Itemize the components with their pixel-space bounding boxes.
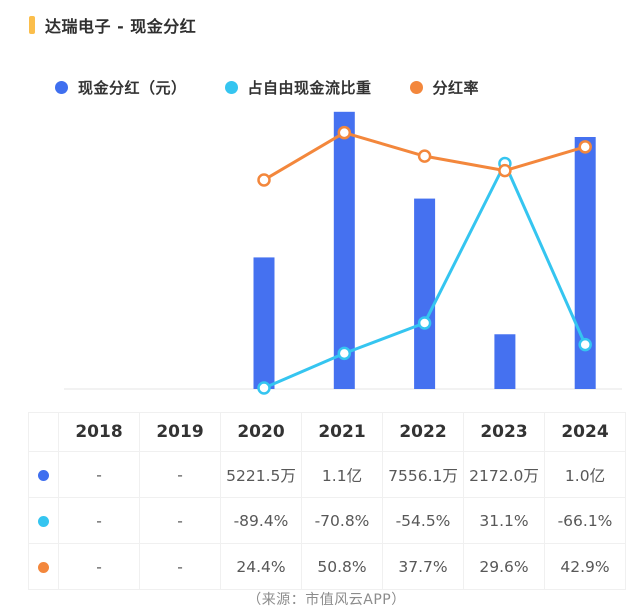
legend-item-cash-dividend[interactable]: 现金分红（元） <box>55 77 187 98</box>
table-cell: - <box>139 451 221 498</box>
table-header-row: 2018 2019 2020 2021 2022 2023 2024 <box>28 412 626 452</box>
point-payout-ratio-2024[interactable] <box>578 140 592 154</box>
table-cell: 24.4% <box>220 543 302 590</box>
table-cell: -70.8% <box>301 497 383 544</box>
bar-2022[interactable] <box>414 198 436 389</box>
table-cell: - <box>58 451 140 498</box>
table-cell: - <box>58 497 140 544</box>
table-cell: 5221.5万 <box>220 451 302 498</box>
table-cell: 31.1% <box>463 497 545 544</box>
source-caption: （来源：市值风云APP） <box>247 592 406 608</box>
table-cell: - <box>139 497 221 544</box>
legend-dot-icon <box>55 81 68 94</box>
year-header: 2024 <box>544 412 626 452</box>
bar-2024[interactable] <box>574 137 596 389</box>
table-cell: -54.5% <box>382 497 464 544</box>
series-marker-cell <box>28 451 59 498</box>
table-row-free-cash-flow-ratio: - - -89.4% -70.8% -54.5% 31.1% -66.1% <box>28 497 626 544</box>
year-header: 2019 <box>139 412 221 452</box>
point-payout-ratio-2020[interactable] <box>257 173 271 187</box>
legend-item-free-cash-flow-ratio[interactable]: 占自由现金流比重 <box>224 77 372 98</box>
title-row: 达瑞电子 - 现金分红 <box>29 13 196 37</box>
legend-label: 现金分红（元） <box>78 79 187 97</box>
bar-2021[interactable] <box>333 111 355 390</box>
year-header: 2023 <box>463 412 545 452</box>
year-header: 2018 <box>58 412 140 452</box>
title-accent-bar <box>29 16 35 34</box>
point-payout-ratio-2022[interactable] <box>417 149 432 163</box>
series-dot-icon <box>38 515 49 527</box>
year-header: 2022 <box>382 412 464 452</box>
point-payout-ratio-2021[interactable] <box>337 125 352 140</box>
year-header: 2020 <box>220 412 302 452</box>
bar-2020[interactable] <box>253 257 275 389</box>
table-cell: 29.6% <box>463 543 545 590</box>
legend-item-payout-ratio[interactable]: 分红率 <box>409 77 480 98</box>
point-free-cash-flow-ratio-2020[interactable] <box>257 381 271 395</box>
point-free-cash-flow-ratio-2024[interactable] <box>578 337 592 352</box>
data-table: 2018 2019 2020 2021 2022 2023 2024 - - 5… <box>28 412 626 590</box>
table-cell: 1.0亿 <box>544 451 626 498</box>
table-cell: -66.1% <box>544 497 626 544</box>
page-title: 达瑞电子 - 现金分红 <box>45 17 197 36</box>
table-cell: 2172.0万 <box>463 451 545 498</box>
year-header: 2021 <box>301 412 383 452</box>
point-free-cash-flow-ratio-2022[interactable] <box>417 316 432 330</box>
table-cell: 37.7% <box>382 543 464 590</box>
series-dot-icon <box>38 469 49 481</box>
series-marker-cell <box>28 497 59 544</box>
table-cell: -89.4% <box>220 497 302 544</box>
series-dot-icon <box>38 561 49 573</box>
series-marker-cell <box>28 543 59 590</box>
bar-2023[interactable] <box>494 334 516 389</box>
point-free-cash-flow-ratio-2021[interactable] <box>337 346 352 361</box>
table-row-cash-dividend: - - 5221.5万 1.1亿 7556.1万 2172.0万 1.0亿 <box>28 451 626 498</box>
table-cell: 7556.1万 <box>382 451 464 498</box>
table-cell: 1.1亿 <box>301 451 383 498</box>
legend-label: 占自由现金流比重 <box>247 79 372 97</box>
point-payout-ratio-2023[interactable] <box>498 163 512 178</box>
table-cell: - <box>58 543 140 590</box>
legend-dot-icon <box>409 81 423 94</box>
legend-dot-icon <box>224 81 238 94</box>
legend-label: 分红率 <box>432 79 480 97</box>
table-row-payout-ratio: - - 24.4% 50.8% 37.7% 29.6% 42.9% <box>28 543 626 590</box>
table-cell: - <box>139 543 221 590</box>
table-cell: 50.8% <box>301 543 383 590</box>
table-cell: 42.9% <box>544 543 626 590</box>
table-corner-cell <box>28 412 59 452</box>
chart-legend: 现金分红（元） 占自由现金流比重 分红率 <box>55 77 479 98</box>
